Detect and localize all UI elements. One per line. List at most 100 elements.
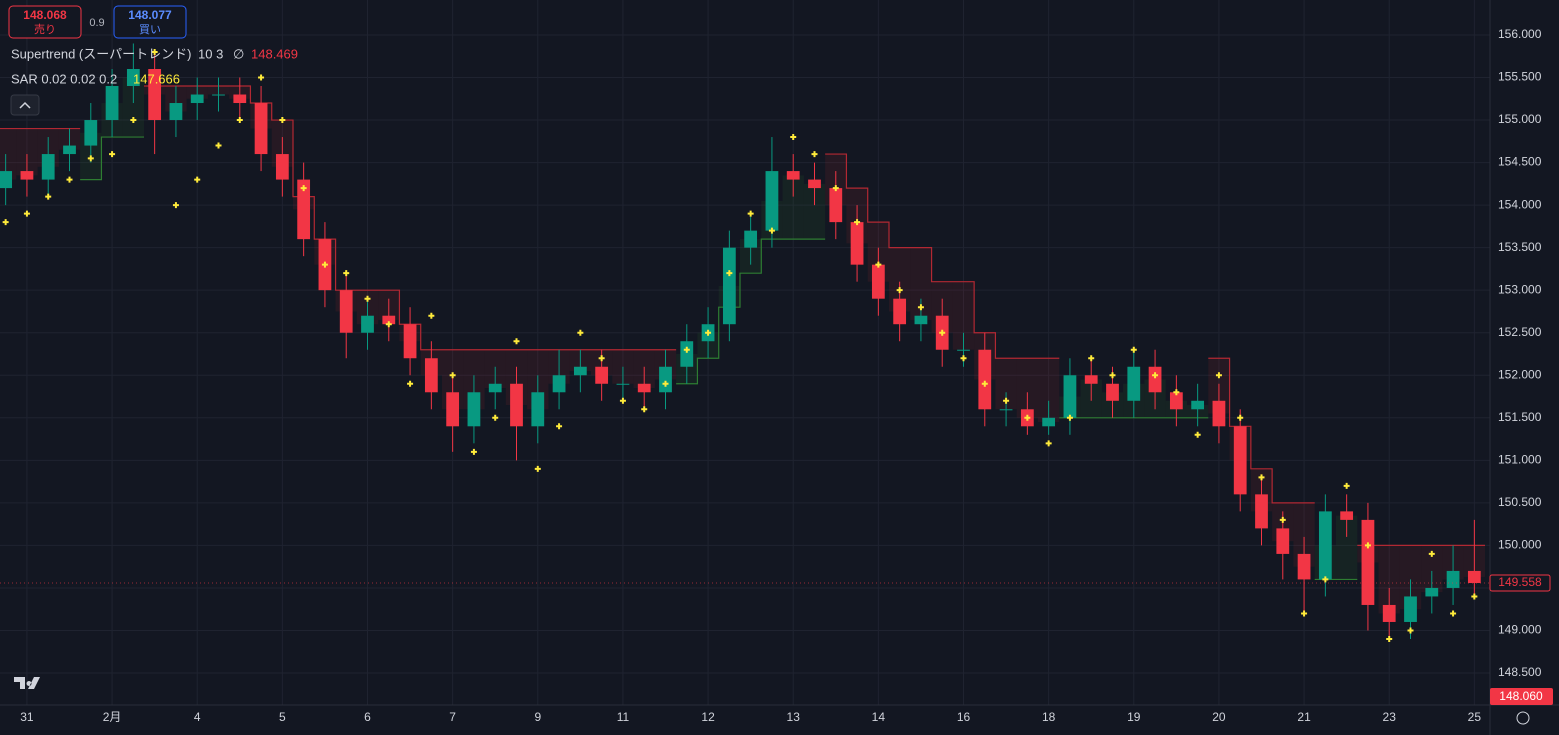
low-price-label: 148.060 <box>1499 689 1543 703</box>
sar-point <box>385 321 392 328</box>
sar-point <box>2 219 9 226</box>
sar-point <box>1322 576 1329 583</box>
candle-body <box>1361 519 1375 605</box>
candle-body <box>744 230 758 248</box>
sar-point <box>598 355 605 362</box>
y-tick-label: 150.000 <box>1498 538 1542 552</box>
logo <box>14 677 40 689</box>
y-tick-label: 152.500 <box>1498 325 1542 339</box>
sar-point <box>1130 346 1137 353</box>
candle-body <box>254 103 268 155</box>
candle-body <box>1212 400 1226 427</box>
sar-point <box>534 465 541 472</box>
candle-body <box>361 315 374 333</box>
y-tick-label: 152.000 <box>1498 367 1542 381</box>
y-tick-label: 151.500 <box>1498 410 1542 424</box>
candle-body <box>382 315 396 325</box>
x-tick-label: 11 <box>617 710 630 724</box>
candle-body <box>212 94 225 96</box>
supertrend-fill <box>1421 545 1443 593</box>
supertrend-fill <box>782 175 804 240</box>
candle-body <box>808 179 821 189</box>
sar-point <box>939 329 946 336</box>
x-axis: 31 2月 4 5 6 7 9 11 12 13 14 16 18 19 20 21 23 25 <box>20 710 1481 724</box>
last-price-tag <box>1489 574 1551 592</box>
buy-price: 148.077 <box>128 8 172 22</box>
sar-point <box>981 380 988 387</box>
collapse-button[interactable] <box>10 94 40 116</box>
sar-point <box>364 295 371 302</box>
candle-body <box>1255 494 1268 529</box>
sar-point <box>215 142 222 149</box>
candle-body <box>84 120 98 146</box>
supertrend-fill <box>1038 358 1060 423</box>
sar-point <box>917 304 924 311</box>
sar-point <box>1194 431 1201 438</box>
supertrend-fill <box>803 183 826 240</box>
x-tick-label: 6 <box>364 710 371 724</box>
y-tick-label: 153.500 <box>1498 240 1542 254</box>
settings-icon[interactable] <box>1516 711 1530 725</box>
sar-point <box>1024 414 1031 421</box>
candle-body <box>148 68 162 121</box>
supertrend-fill <box>1336 515 1358 580</box>
candle-body <box>786 171 800 180</box>
sell-label: 売り <box>34 23 56 36</box>
candle-body <box>957 349 970 351</box>
sar-point <box>194 176 201 183</box>
candle-body <box>126 68 140 87</box>
candle-body <box>1169 392 1183 410</box>
x-tick-label: 25 <box>1468 710 1482 724</box>
candle-body <box>829 188 843 223</box>
candle-body <box>914 315 928 325</box>
supertrend-fill <box>995 358 1017 410</box>
sar-name: SAR 0.02 0.02 0.2 <box>11 71 117 86</box>
candle-body <box>488 383 502 393</box>
sar-point <box>1109 372 1116 379</box>
sar-point <box>705 329 712 336</box>
candle-body <box>297 179 311 240</box>
supertrend-symbol: ∅ <box>233 46 244 61</box>
candle-body <box>105 86 119 121</box>
sar-point <box>1428 550 1435 557</box>
supertrend-fill <box>16 128 38 176</box>
sar-point <box>960 355 967 362</box>
candle-body <box>1191 400 1205 410</box>
y-tick-label: 149.000 <box>1498 623 1542 637</box>
candle-body <box>1127 366 1141 401</box>
sar-point <box>109 151 116 158</box>
y-tick-label: 156.000 <box>1498 27 1542 41</box>
y-tick-label: 153.000 <box>1498 282 1542 296</box>
candle-body <box>893 298 907 325</box>
sar-point <box>641 406 648 413</box>
candle-body <box>765 171 779 231</box>
supertrend-line <box>80 136 1358 581</box>
sar-point <box>768 227 775 234</box>
sar-point <box>172 202 179 209</box>
sell-price: 148.068 <box>23 8 67 22</box>
candle-body <box>573 366 587 376</box>
last-price-label: 149.558 <box>1498 575 1542 589</box>
candle-body <box>446 392 460 427</box>
candle-body <box>41 154 55 180</box>
sar-point <box>513 338 520 345</box>
sar-point <box>1045 440 1052 447</box>
x-tick-label: 2月 <box>103 710 122 724</box>
x-tick-label: 19 <box>1127 710 1141 724</box>
candle-body <box>63 145 76 155</box>
buy-button[interactable] <box>113 5 187 39</box>
low-price-tag <box>1490 688 1553 705</box>
supertrend-fill <box>1399 545 1422 610</box>
candle-body <box>467 392 481 427</box>
candle-body <box>275 154 289 180</box>
sar-point <box>1471 593 1478 600</box>
candle-body <box>1297 553 1311 580</box>
candle-body <box>722 247 736 325</box>
sell-button[interactable] <box>8 5 82 39</box>
candle-body <box>424 358 438 393</box>
y-tick-label: 150.500 <box>1498 495 1542 509</box>
supertrend-fill <box>1016 358 1038 418</box>
sar-value: 147.666 <box>133 71 180 86</box>
sar-point <box>1407 627 1414 634</box>
